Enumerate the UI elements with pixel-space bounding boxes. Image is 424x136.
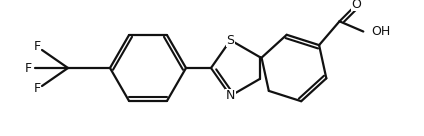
Text: N: N: [226, 89, 235, 102]
Text: F: F: [33, 83, 41, 95]
Text: OH: OH: [371, 25, 391, 38]
Text: F: F: [25, 61, 31, 75]
Text: F: F: [33, 41, 41, 53]
Text: S: S: [226, 34, 234, 47]
Text: O: O: [351, 0, 361, 11]
